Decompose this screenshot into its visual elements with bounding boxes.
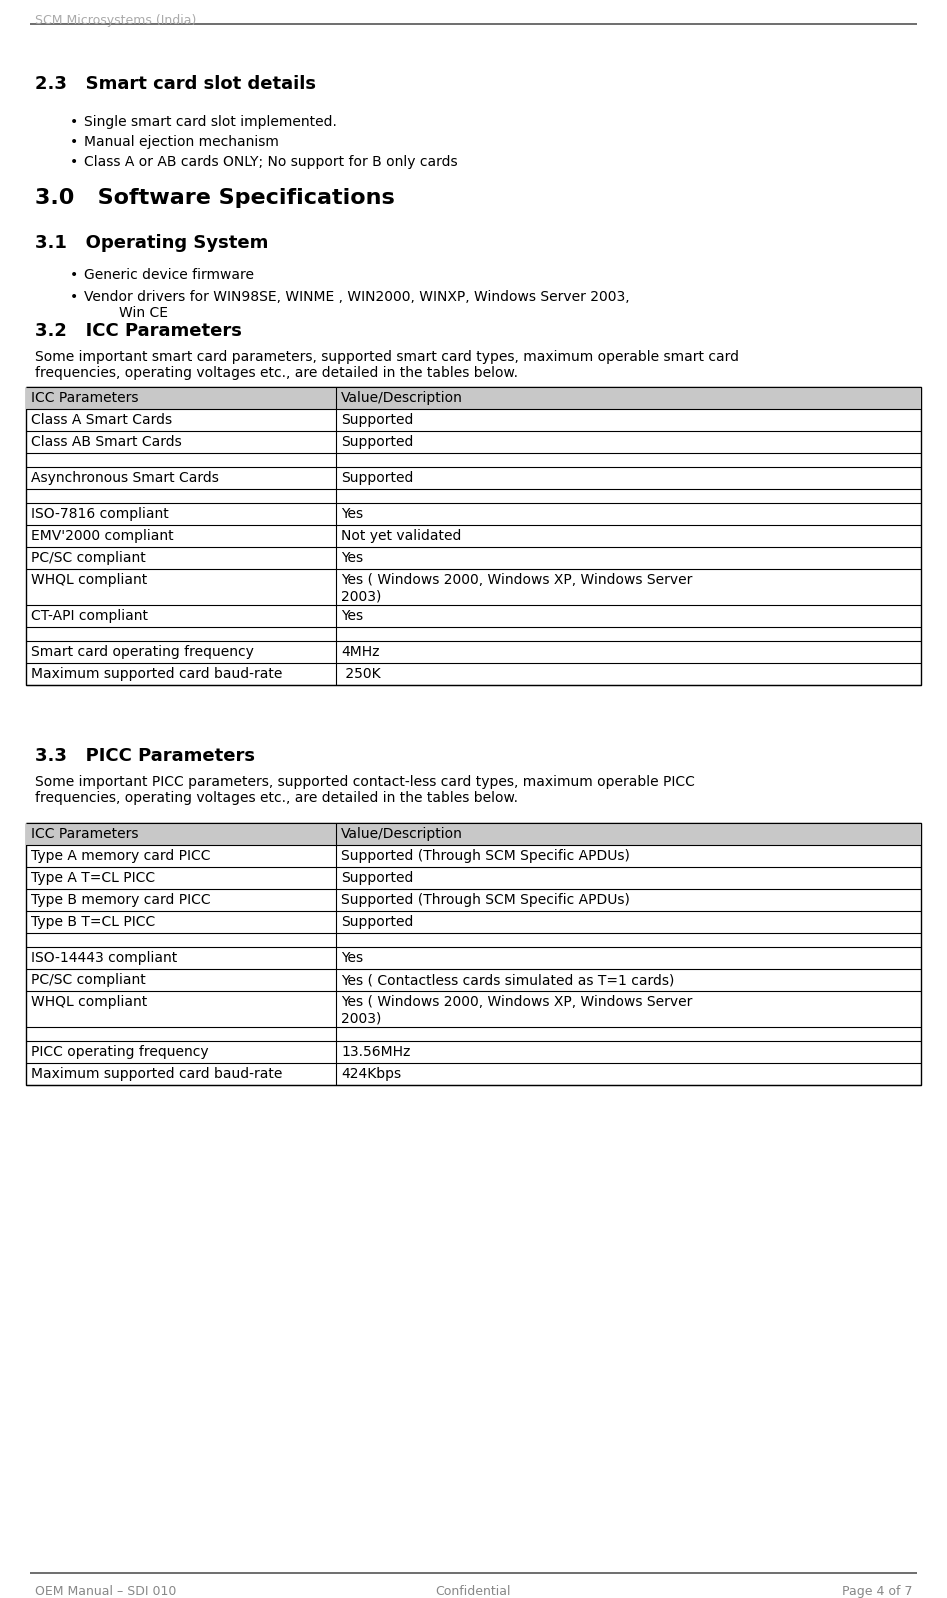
Text: Type B T=CL PICC: Type B T=CL PICC [31,916,155,928]
Text: Single smart card slot implemented.: Single smart card slot implemented. [84,115,337,129]
Text: Supported (Through SCM Specific APDUs): Supported (Through SCM Specific APDUs) [341,893,630,908]
Text: 3.3   PICC Parameters: 3.3 PICC Parameters [35,746,255,765]
Text: Value/Description: Value/Description [341,392,463,404]
Text: EMV'2000 compliant: EMV'2000 compliant [31,529,173,543]
Text: Not yet validated: Not yet validated [341,529,461,543]
Text: Supported: Supported [341,435,414,449]
Text: Class A or AB cards ONLY; No support for B only cards: Class A or AB cards ONLY; No support for… [84,155,457,169]
Text: Class A Smart Cards: Class A Smart Cards [31,412,172,427]
Text: Smart card operating frequency: Smart card operating frequency [31,646,254,658]
Text: Yes: Yes [341,551,363,566]
Text: Type B memory card PICC: Type B memory card PICC [31,893,210,908]
Text: Supported (Through SCM Specific APDUs): Supported (Through SCM Specific APDUs) [341,849,630,863]
Text: Yes: Yes [341,951,363,965]
Text: WHQL compliant: WHQL compliant [31,996,147,1008]
Text: •: • [70,115,79,129]
Text: Confidential: Confidential [436,1585,510,1598]
Text: Supported: Supported [341,916,414,928]
Text: Yes: Yes [341,609,363,623]
Text: Yes ( Contactless cards simulated as T=1 cards): Yes ( Contactless cards simulated as T=1… [341,973,674,988]
Text: Maximum supported card baud-rate: Maximum supported card baud-rate [31,1067,282,1080]
Text: ICC Parameters: ICC Parameters [31,392,138,404]
Text: Vendor drivers for WIN98SE, WINME , WIN2000, WINXP, Windows Server 2003,
       : Vendor drivers for WIN98SE, WINME , WIN2… [84,289,630,320]
Text: Yes ( Windows 2000, Windows XP, Windows Server
2003): Yes ( Windows 2000, Windows XP, Windows … [341,574,692,602]
Text: •: • [70,155,79,169]
Text: ICC Parameters: ICC Parameters [31,828,138,841]
Text: Yes ( Windows 2000, Windows XP, Windows Server
2003): Yes ( Windows 2000, Windows XP, Windows … [341,996,692,1026]
Text: Yes: Yes [341,507,363,521]
Text: Supported: Supported [341,871,414,885]
Text: 3.2   ICC Parameters: 3.2 ICC Parameters [35,323,241,340]
Text: Supported: Supported [341,412,414,427]
Text: Type A T=CL PICC: Type A T=CL PICC [31,871,155,885]
Text: 4MHz: 4MHz [341,646,380,658]
Text: PC/SC compliant: PC/SC compliant [31,973,146,988]
Text: Page 4 of 7: Page 4 of 7 [842,1585,912,1598]
Text: 424Kbps: 424Kbps [341,1067,402,1080]
Text: Generic device firmware: Generic device firmware [84,268,254,281]
Text: 13.56MHz: 13.56MHz [341,1045,410,1059]
Bar [26,387,921,686]
Bar [26,823,921,1085]
Text: PC/SC compliant: PC/SC compliant [31,551,146,566]
Text: Type A memory card PICC: Type A memory card PICC [31,849,210,863]
Text: •: • [70,268,79,281]
Text: Class AB Smart Cards: Class AB Smart Cards [31,435,182,449]
Text: 3.1   Operating System: 3.1 Operating System [35,233,268,252]
Text: Asynchronous Smart Cards: Asynchronous Smart Cards [31,471,219,486]
Text: WHQL compliant: WHQL compliant [31,574,147,586]
Text: ISO-14443 compliant: ISO-14443 compliant [31,951,177,965]
Text: Some important PICC parameters, supported contact-less card types, maximum opera: Some important PICC parameters, supporte… [35,775,695,805]
Text: SCM Microsystems (India): SCM Microsystems (India) [35,14,196,27]
Text: Some important smart card parameters, supported smart card types, maximum operab: Some important smart card parameters, su… [35,350,739,380]
Bar [26,387,921,409]
Text: CT-API compliant: CT-API compliant [31,609,148,623]
Text: 250K: 250K [341,666,381,681]
Text: ISO-7816 compliant: ISO-7816 compliant [31,507,169,521]
Text: OEM Manual – SDI 010: OEM Manual – SDI 010 [35,1585,176,1598]
Text: Maximum supported card baud-rate: Maximum supported card baud-rate [31,666,282,681]
Text: Value/Description: Value/Description [341,828,463,841]
Text: Supported: Supported [341,471,414,486]
Bar [26,823,921,845]
Text: •: • [70,289,79,304]
Text: •: • [70,134,79,149]
Text: Manual ejection mechanism: Manual ejection mechanism [84,134,278,149]
Text: 2.3   Smart card slot details: 2.3 Smart card slot details [35,75,316,93]
Text: 3.0   Software Specifications: 3.0 Software Specifications [35,189,395,208]
Text: PICC operating frequency: PICC operating frequency [31,1045,208,1059]
